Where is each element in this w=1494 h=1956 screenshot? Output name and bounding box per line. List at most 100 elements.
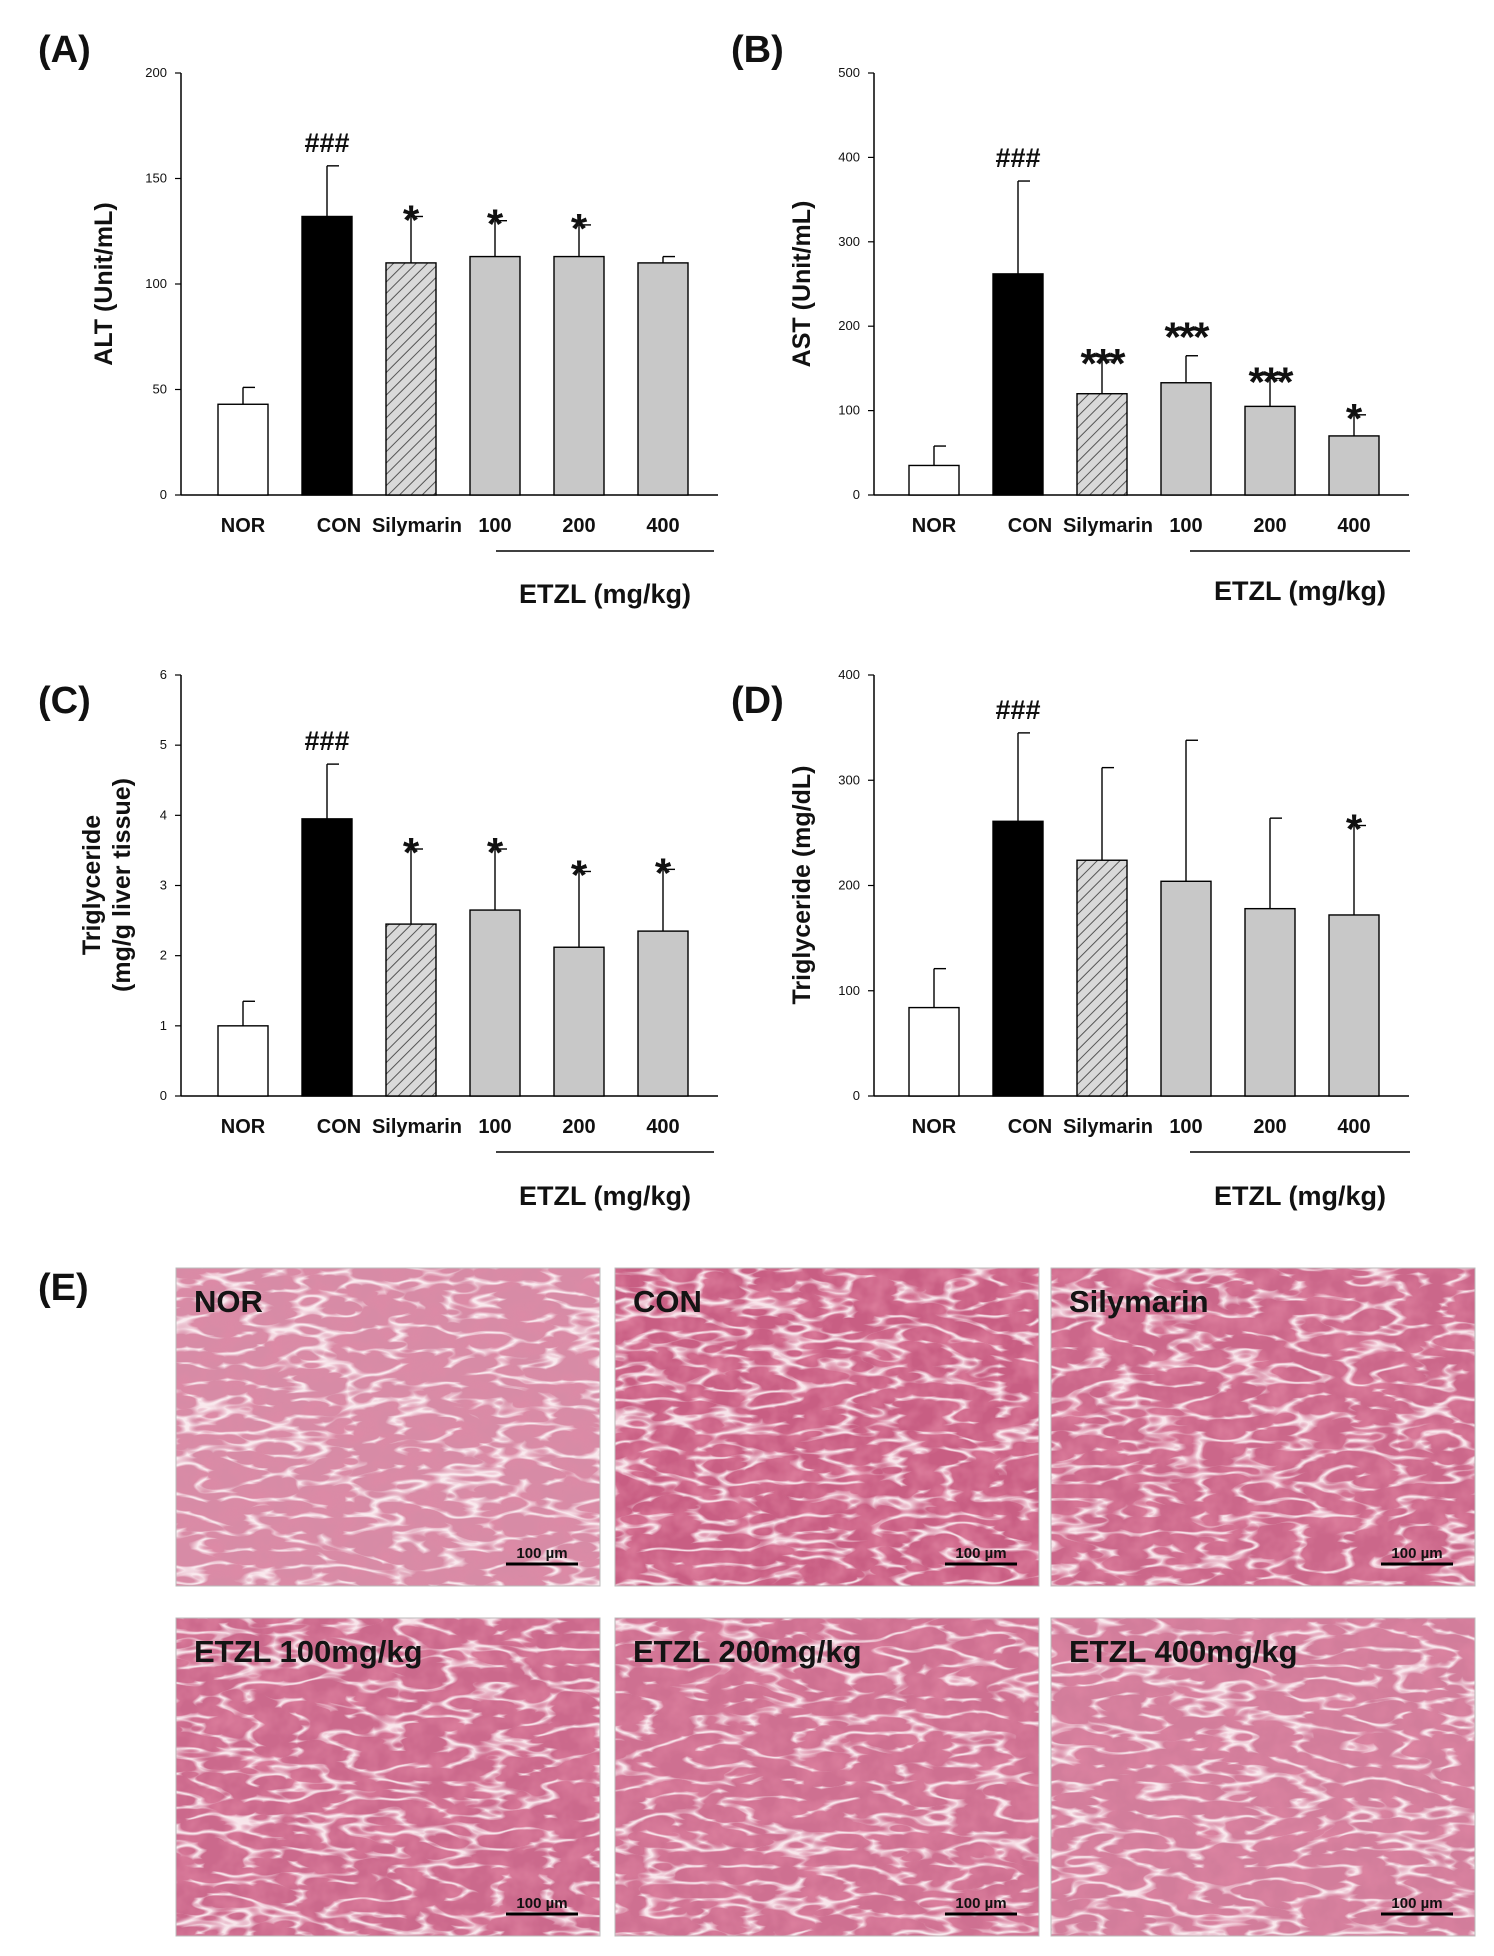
bar-400 [1328, 435, 1380, 496]
significance-star: *** [1080, 340, 1126, 387]
y-tick-label: 400 [838, 149, 860, 164]
y-tick-label: 0 [160, 487, 167, 502]
scale-bar-label: 100 µm [955, 1545, 1006, 1562]
bar-silymarin [385, 923, 437, 1097]
y-tick-label: 4 [160, 807, 167, 822]
bar-200 [1244, 907, 1296, 1097]
micrograph-3: ETZL 100mg/kg 100 µm [175, 1617, 601, 1937]
bar-400 [637, 930, 689, 1097]
x-tick-label: 100 [1169, 515, 1202, 537]
bar-con [301, 818, 353, 1097]
bar-100 [469, 255, 521, 496]
x-tick-label: 400 [646, 1116, 679, 1138]
group-label: ETZL (mg/kg) [1214, 1181, 1386, 1211]
x-tick-label: Silymarin [372, 515, 462, 537]
micrograph-frame [175, 1267, 601, 1587]
y-tick-label: 100 [838, 983, 860, 998]
y-axis-label-line: Triglyceride [78, 815, 106, 955]
significance-star: * [1346, 806, 1363, 853]
bar-nor [908, 464, 960, 496]
y-axis-label: Triglyceride(mg/g liver tissue) [78, 778, 136, 992]
bar-con [301, 215, 353, 496]
bar-silymarin [1076, 393, 1128, 496]
significance-star: * [487, 201, 504, 248]
bar-400 [1328, 914, 1380, 1097]
y-tick-label: 400 [838, 667, 860, 682]
micrograph-cracks [615, 1618, 1039, 1936]
bar-100 [1160, 880, 1212, 1097]
significance-star: *** [1248, 359, 1294, 406]
micrograph-1: CON 100 µm [614, 1267, 1040, 1587]
bar-con [992, 820, 1044, 1097]
y-tick-label: 5 [160, 737, 167, 752]
y-tick-label: 200 [838, 318, 860, 333]
x-tick-label: 200 [562, 1116, 595, 1138]
significance-star: * [1346, 395, 1363, 442]
bar-silymarin [1076, 859, 1128, 1097]
x-tick-label: NOR [221, 1116, 266, 1138]
x-tick-label: CON [317, 515, 361, 537]
x-tick-label: 400 [1337, 515, 1370, 537]
chart-panel-2: (C) 0 1 2 3 4 5 6 Triglyceride(mg/g liver tissue… [38, 667, 718, 1211]
significance-star: * [571, 205, 588, 252]
significance-hash: ### [995, 695, 1040, 725]
micrograph-4: ETZL 200mg/kg 100 µm [614, 1617, 1040, 1937]
panel-letter: (C) [38, 680, 91, 722]
significance-hash: ### [995, 143, 1040, 173]
scale-bar-label: 100 µm [516, 1895, 567, 1912]
micrograph-cracks [1051, 1268, 1475, 1586]
significance-star: * [655, 849, 672, 896]
panel-letter: (A) [38, 29, 91, 71]
y-tick-label: 300 [838, 772, 860, 787]
panel-letter: (E) [38, 1267, 89, 1309]
x-tick-label: CON [1008, 515, 1052, 537]
micrograph-label: ETZL 200mg/kg [633, 1634, 862, 1669]
micrograph-label: ETZL 400mg/kg [1069, 1634, 1298, 1669]
y-tick-label: 50 [153, 382, 167, 397]
panel-letter: (D) [731, 680, 784, 722]
x-tick-label: Silymarin [1063, 515, 1153, 537]
x-tick-label: NOR [912, 515, 957, 537]
scale-bar-label: 100 µm [1391, 1895, 1442, 1912]
y-tick-label: 6 [160, 667, 167, 682]
micrograph-label: CON [633, 1284, 702, 1319]
significance-hash: ### [304, 726, 349, 756]
bar-nor [217, 1025, 269, 1097]
y-tick-label: 100 [838, 403, 860, 418]
bar-nor [908, 1006, 960, 1097]
bar-100 [469, 909, 521, 1097]
micrograph-2: Silymarin 100 µm [1050, 1267, 1476, 1587]
micrograph-frame [1050, 1267, 1476, 1587]
micrograph-cracks [176, 1618, 600, 1936]
micrograph-cracks [1051, 1618, 1475, 1936]
significance-hash: ### [304, 128, 349, 158]
micrograph-0: NOR 100 µm [175, 1267, 601, 1587]
micrograph-label: Silymarin [1069, 1284, 1209, 1319]
x-tick-label: NOR [221, 515, 266, 537]
x-tick-label: 400 [1337, 1116, 1370, 1138]
chart-panel-1: (B) 0 100 200 300 400 500 AST (Unit/mL) NOR CON ##… [731, 29, 1410, 606]
x-tick-label: CON [317, 1116, 361, 1138]
scale-bar-label: 100 µm [516, 1545, 567, 1562]
x-tick-label: 100 [1169, 1116, 1202, 1138]
y-axis-label: ALT (Unit/mL) [90, 202, 118, 365]
bar-200 [553, 946, 605, 1097]
significance-star: * [487, 829, 504, 876]
bar-nor [217, 403, 269, 496]
y-tick-label: 0 [853, 487, 860, 502]
group-label: ETZL (mg/kg) [1214, 576, 1386, 606]
group-label: ETZL (mg/kg) [519, 1181, 691, 1211]
y-axis-label: AST (Unit/mL) [788, 201, 816, 368]
chart-panel-3: (D) 0 100 200 300 400 Triglyceride (mg/dL) NOR C… [731, 667, 1410, 1211]
x-tick-label: CON [1008, 1116, 1052, 1138]
x-tick-label: 200 [1253, 1116, 1286, 1138]
micrograph-cracks [176, 1268, 600, 1586]
group-label: ETZL (mg/kg) [519, 579, 691, 609]
x-tick-label: 400 [646, 515, 679, 537]
bar-con [992, 273, 1044, 496]
x-tick-label: Silymarin [1063, 1116, 1153, 1138]
y-tick-label: 200 [838, 878, 860, 893]
significance-star: * [571, 851, 588, 898]
scale-bar-label: 100 µm [955, 1895, 1006, 1912]
micrograph-frame [614, 1617, 1040, 1937]
